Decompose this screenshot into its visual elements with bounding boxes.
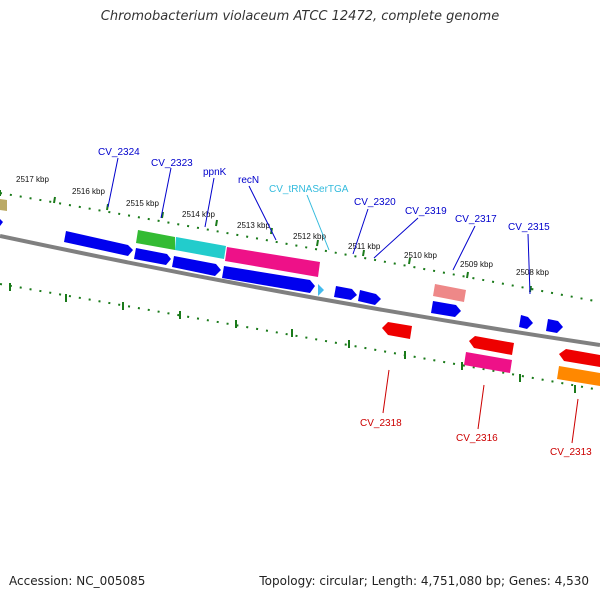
reverse-cds[interactable]	[469, 336, 514, 355]
leader-line	[306, 194, 330, 251]
gene-label[interactable]: CV_2319	[405, 206, 447, 217]
gene-label[interactable]: CV_2315	[508, 222, 550, 233]
gene-label[interactable]: CV_2320	[354, 197, 396, 208]
trna-gene[interactable]	[318, 284, 324, 296]
olive-gene[interactable]	[0, 199, 7, 211]
gene-label[interactable]: CV_2317	[455, 214, 497, 225]
reverse-features	[382, 322, 600, 386]
reverse-cds[interactable]	[382, 322, 412, 339]
leader-line	[452, 225, 476, 271]
leader-line	[527, 233, 531, 295]
gene-label[interactable]: CV_2316	[456, 433, 498, 444]
scale-label: 2509 kbp	[460, 260, 493, 269]
leader-line	[160, 167, 172, 219]
leader-line	[107, 157, 119, 208]
scale-label: 2512 kbp	[293, 232, 326, 241]
forward-cds[interactable]	[431, 301, 461, 317]
reverse-cds[interactable]	[559, 349, 600, 367]
map-title: Chromobacterium violaceum ATCC 12472, co…	[100, 9, 500, 24]
forward-features	[0, 199, 563, 333]
scale-label: 2515 kbp	[126, 199, 159, 208]
salmon-gene[interactable]	[433, 284, 466, 302]
leader-line	[382, 369, 390, 414]
gene-label[interactable]: ppnK	[203, 167, 227, 178]
forward-cds[interactable]	[334, 286, 357, 300]
forward-cds[interactable]	[134, 248, 171, 265]
forward-cds[interactable]	[0, 219, 3, 226]
gene-label[interactable]: CV_2324	[98, 147, 140, 158]
scale-label: 2511 kbp	[348, 242, 381, 251]
green-gene[interactable]	[136, 230, 175, 250]
leader-line	[204, 177, 215, 228]
gene-label[interactable]: CV_2318	[360, 418, 402, 429]
forward-cds[interactable]	[64, 231, 133, 256]
accession-label: Accession: NC_005085	[9, 574, 146, 588]
magenta-gene[interactable]	[225, 247, 320, 277]
forward-cds[interactable]	[172, 256, 221, 276]
gene-label[interactable]: CV_tRNASerTGA	[269, 184, 349, 195]
forward-cds[interactable]	[546, 319, 563, 333]
forward-cds[interactable]	[222, 266, 315, 293]
scale-label: 2513 kbp	[237, 221, 270, 230]
genome-backbone	[0, 234, 600, 347]
inner-tick-ring	[0, 283, 600, 393]
magenta-gene[interactable]	[464, 352, 512, 373]
leader-line	[248, 185, 277, 241]
leader-line	[571, 398, 579, 444]
cyan-gene[interactable]	[175, 237, 226, 259]
gene-label[interactable]: CV_2313	[550, 447, 592, 458]
gene-label[interactable]: recN	[238, 175, 259, 186]
scale-label: 2516 kbp	[72, 187, 105, 196]
leader-line	[352, 208, 369, 255]
scale-label: 2510 kbp	[404, 251, 437, 260]
scale-label: 2514 kbp	[182, 210, 215, 219]
scale-label: 2508 kbp	[516, 268, 549, 277]
gene-label[interactable]: CV_2323	[151, 158, 193, 169]
leader-line	[373, 217, 419, 259]
scale-label: 2517 kbp	[16, 175, 49, 184]
leader-line	[477, 384, 485, 430]
forward-cds[interactable]	[358, 290, 381, 305]
orange-gene[interactable]	[557, 366, 600, 386]
topology-label: Topology: circular; Length: 4,751,080 bp…	[259, 574, 589, 588]
forward-cds[interactable]	[519, 315, 533, 329]
